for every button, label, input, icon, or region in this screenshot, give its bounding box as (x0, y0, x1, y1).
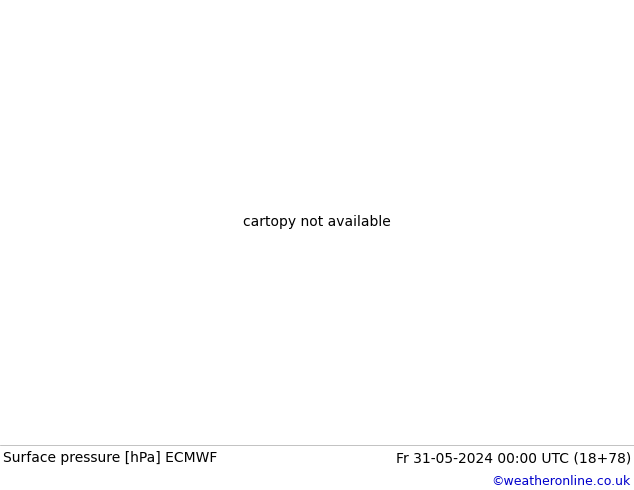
Text: Surface pressure [hPa] ECMWF: Surface pressure [hPa] ECMWF (3, 451, 217, 466)
Text: cartopy not available: cartopy not available (243, 216, 391, 229)
Text: ©weatheronline.co.uk: ©weatheronline.co.uk (491, 475, 631, 489)
Text: Fr 31-05-2024 00:00 UTC (18+78): Fr 31-05-2024 00:00 UTC (18+78) (396, 451, 631, 466)
